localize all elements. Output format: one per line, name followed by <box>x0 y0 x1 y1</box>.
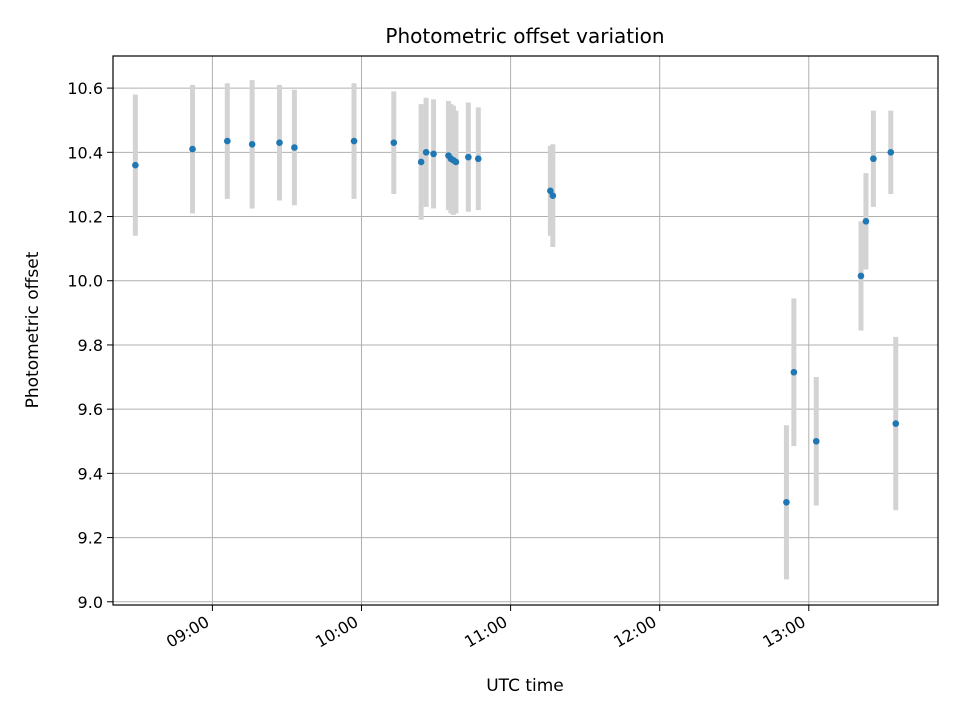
data-point <box>430 150 437 158</box>
data-point <box>857 272 865 280</box>
data-point <box>783 498 790 506</box>
chart-title: Photometric offset variation <box>385 24 664 48</box>
y-tick-label: 10.0 <box>67 272 103 291</box>
y-axis-ticks: 9.0 9.2 9.4 9.6 9.8 10.0 10.2 10.4 10.6 <box>67 79 113 612</box>
x-axis-label: UTC time <box>486 676 564 696</box>
data-point <box>549 192 557 199</box>
y-tick-label: 10.2 <box>67 208 103 227</box>
y-tick-label: 9.2 <box>78 529 103 548</box>
data-point <box>465 153 472 161</box>
data-point <box>862 218 870 225</box>
data-point <box>248 140 256 148</box>
y-tick-label: 9.4 <box>78 464 103 483</box>
data-point <box>474 155 482 163</box>
data-point <box>422 149 430 156</box>
data-point <box>887 149 895 156</box>
y-tick-label: 9.6 <box>78 400 103 419</box>
data-point <box>870 155 877 163</box>
y-tick-label: 10.4 <box>67 143 103 162</box>
y-tick-label: 9.8 <box>78 336 103 355</box>
data-point <box>892 420 900 427</box>
data-point <box>189 145 196 153</box>
data-point <box>812 437 820 445</box>
data-point <box>276 139 283 146</box>
data-point <box>350 137 358 145</box>
data-point <box>390 139 398 146</box>
data-point <box>291 144 298 151</box>
data-point <box>790 368 798 376</box>
y-tick-label: 10.6 <box>67 79 103 98</box>
data-points <box>132 137 900 506</box>
data-point <box>417 158 425 166</box>
data-point <box>132 161 139 169</box>
y-tick-label: 9.0 <box>78 593 103 612</box>
data-point <box>224 137 231 145</box>
data-point <box>452 158 460 166</box>
y-axis-label: Photometric offset <box>23 251 43 408</box>
plot-frame <box>112 55 939 606</box>
